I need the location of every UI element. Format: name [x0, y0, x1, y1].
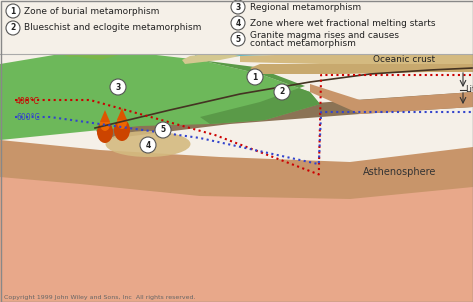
Polygon shape — [100, 110, 110, 122]
Text: Lithosphere: Lithosphere — [465, 85, 473, 94]
Circle shape — [174, 31, 186, 43]
Ellipse shape — [117, 115, 127, 129]
Polygon shape — [250, 64, 473, 74]
Polygon shape — [310, 84, 473, 114]
Polygon shape — [200, 60, 320, 124]
Text: 4: 4 — [236, 18, 241, 27]
Circle shape — [183, 37, 193, 47]
Circle shape — [140, 137, 156, 153]
Ellipse shape — [114, 119, 130, 141]
Text: Sea level: Sea level — [424, 41, 463, 50]
Text: Regional metamorphism: Regional metamorphism — [250, 2, 361, 11]
Text: 5: 5 — [236, 34, 241, 43]
Ellipse shape — [100, 117, 110, 131]
Text: Zone where wet fractional melting starts: Zone where wet fractional melting starts — [250, 18, 436, 27]
Polygon shape — [117, 108, 127, 120]
Polygon shape — [240, 52, 473, 64]
Text: Granite magma rises and causes: Granite magma rises and causes — [250, 31, 399, 40]
Polygon shape — [0, 52, 320, 140]
Circle shape — [138, 33, 152, 47]
Text: Zone of burial metamorphism: Zone of burial metamorphism — [24, 7, 159, 15]
Text: 400°C: 400°C — [16, 98, 40, 107]
Text: 3: 3 — [236, 2, 241, 11]
Text: 4: 4 — [145, 140, 150, 149]
Polygon shape — [0, 172, 473, 302]
Polygon shape — [130, 7, 190, 44]
Text: 3: 3 — [115, 82, 121, 92]
Polygon shape — [0, 32, 130, 64]
Ellipse shape — [105, 131, 191, 157]
Text: 2: 2 — [10, 24, 16, 33]
Text: contact metamorphism: contact metamorphism — [250, 38, 356, 47]
Circle shape — [155, 122, 171, 138]
Circle shape — [231, 16, 245, 30]
Polygon shape — [0, 0, 473, 54]
Polygon shape — [95, 92, 473, 140]
Circle shape — [6, 4, 20, 18]
Text: 1: 1 — [253, 72, 258, 82]
Text: 2: 2 — [280, 88, 285, 97]
Polygon shape — [195, 12, 473, 60]
Polygon shape — [60, 7, 195, 57]
Text: 5: 5 — [160, 126, 166, 134]
Text: Oceanic crust: Oceanic crust — [373, 56, 435, 65]
Polygon shape — [182, 52, 240, 64]
Circle shape — [247, 69, 263, 85]
Polygon shape — [148, 0, 178, 17]
Circle shape — [274, 84, 290, 100]
Circle shape — [160, 24, 176, 40]
Text: Asthenosphere: Asthenosphere — [363, 167, 437, 177]
Circle shape — [6, 21, 20, 35]
Text: Blueschist and eclogite metamorphism: Blueschist and eclogite metamorphism — [24, 24, 201, 33]
Circle shape — [152, 32, 164, 44]
Circle shape — [231, 0, 245, 14]
Text: Copyright 1999 John Wiley and Sons, Inc  All rights reserved.: Copyright 1999 John Wiley and Sons, Inc … — [4, 295, 195, 300]
Circle shape — [110, 79, 126, 95]
Text: 1: 1 — [10, 7, 16, 15]
Ellipse shape — [97, 121, 113, 143]
Polygon shape — [0, 140, 473, 199]
Circle shape — [231, 32, 245, 46]
Text: 600°C: 600°C — [16, 113, 40, 121]
